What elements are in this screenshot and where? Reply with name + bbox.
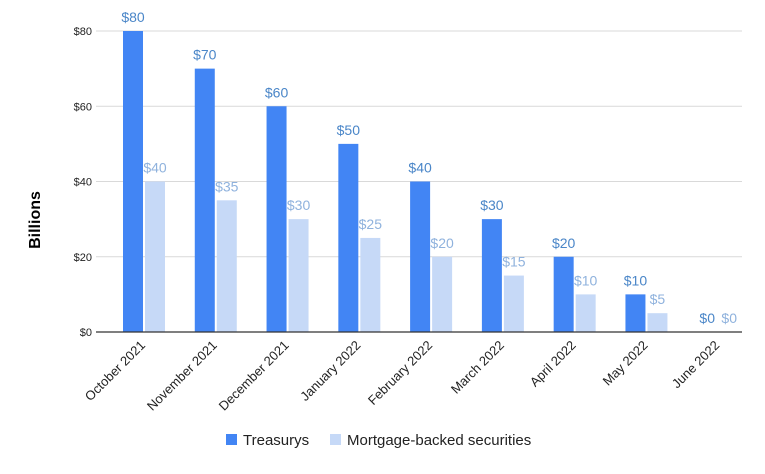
- y-tick-label: $20: [74, 252, 92, 264]
- data-label-mbs: $5: [650, 291, 666, 307]
- data-label-treasurys: $10: [624, 272, 648, 288]
- bar-treasurys: [338, 143, 359, 332]
- x-tick-label: March 2022: [448, 338, 507, 397]
- bar-mbs: [575, 294, 596, 332]
- bar-treasurys: [481, 219, 502, 332]
- data-label-treasurys: $0: [699, 310, 715, 326]
- x-tick-label: June 2022: [669, 338, 723, 392]
- legend-label-treasurys: Treasurys: [243, 432, 309, 449]
- bar-mbs: [503, 275, 524, 332]
- x-tick-label: October 2021: [82, 338, 148, 404]
- data-label-mbs: $15: [502, 254, 526, 270]
- legend-swatch-treasurys: [226, 434, 237, 445]
- bar-treasurys: [553, 256, 574, 332]
- bar-mbs: [288, 219, 309, 332]
- y-tick-label: $80: [74, 26, 92, 38]
- bar-mbs: [647, 313, 668, 332]
- data-label-treasurys: $60: [265, 84, 289, 100]
- data-label-treasurys: $70: [193, 47, 217, 63]
- data-label-treasurys: $40: [408, 160, 432, 176]
- x-tick-label: May 2022: [600, 338, 651, 389]
- y-tick-label: $40: [74, 177, 92, 189]
- y-axis-title: Billions: [27, 191, 44, 249]
- data-label-mbs: $0: [721, 310, 737, 326]
- bar-mbs: [145, 181, 165, 332]
- data-label-mbs: $25: [359, 216, 383, 232]
- legend-swatch-mbs: [330, 434, 341, 445]
- x-tick-label: January 2022: [297, 338, 363, 404]
- data-label-treasurys: $50: [337, 122, 361, 138]
- y-axis-ticks: $0 $20 $40 $60 $80: [74, 26, 92, 339]
- data-label-mbs: $10: [574, 272, 598, 288]
- data-labels: $80 $40 $70 $35 $60 $30 $50 $25 $40 $20 $30 $15 $20 $…: [121, 9, 737, 326]
- legend: Treasurys Mortgage-backed securities: [226, 432, 531, 449]
- data-label-mbs: $20: [430, 235, 454, 251]
- bar-treasurys: [194, 68, 215, 332]
- x-tick-label: February 2022: [365, 338, 435, 408]
- bar-mbs: [360, 237, 381, 332]
- bar-mbs: [432, 256, 453, 332]
- x-tick-label: April 2022: [527, 338, 579, 390]
- legend-label-mbs: Mortgage-backed securities: [347, 432, 531, 449]
- data-label-mbs: $30: [287, 197, 311, 213]
- y-tick-label: $60: [74, 101, 92, 113]
- bar-mbs: [216, 200, 237, 332]
- x-tick-label: November 2021: [144, 338, 220, 414]
- bar-treasurys: [123, 31, 143, 332]
- y-tick-label: $0: [80, 327, 92, 339]
- data-label-treasurys: $30: [480, 197, 504, 213]
- data-label-treasurys: $80: [121, 9, 145, 25]
- bar-treasurys: [266, 106, 287, 332]
- x-tick-label: December 2021: [216, 338, 292, 414]
- bar-treasurys: [410, 181, 431, 332]
- data-label-treasurys: $20: [552, 235, 576, 251]
- bar-treasurys: [625, 294, 646, 332]
- data-label-mbs: $35: [215, 178, 239, 194]
- data-label-mbs: $40: [143, 160, 167, 176]
- bars: [123, 31, 668, 332]
